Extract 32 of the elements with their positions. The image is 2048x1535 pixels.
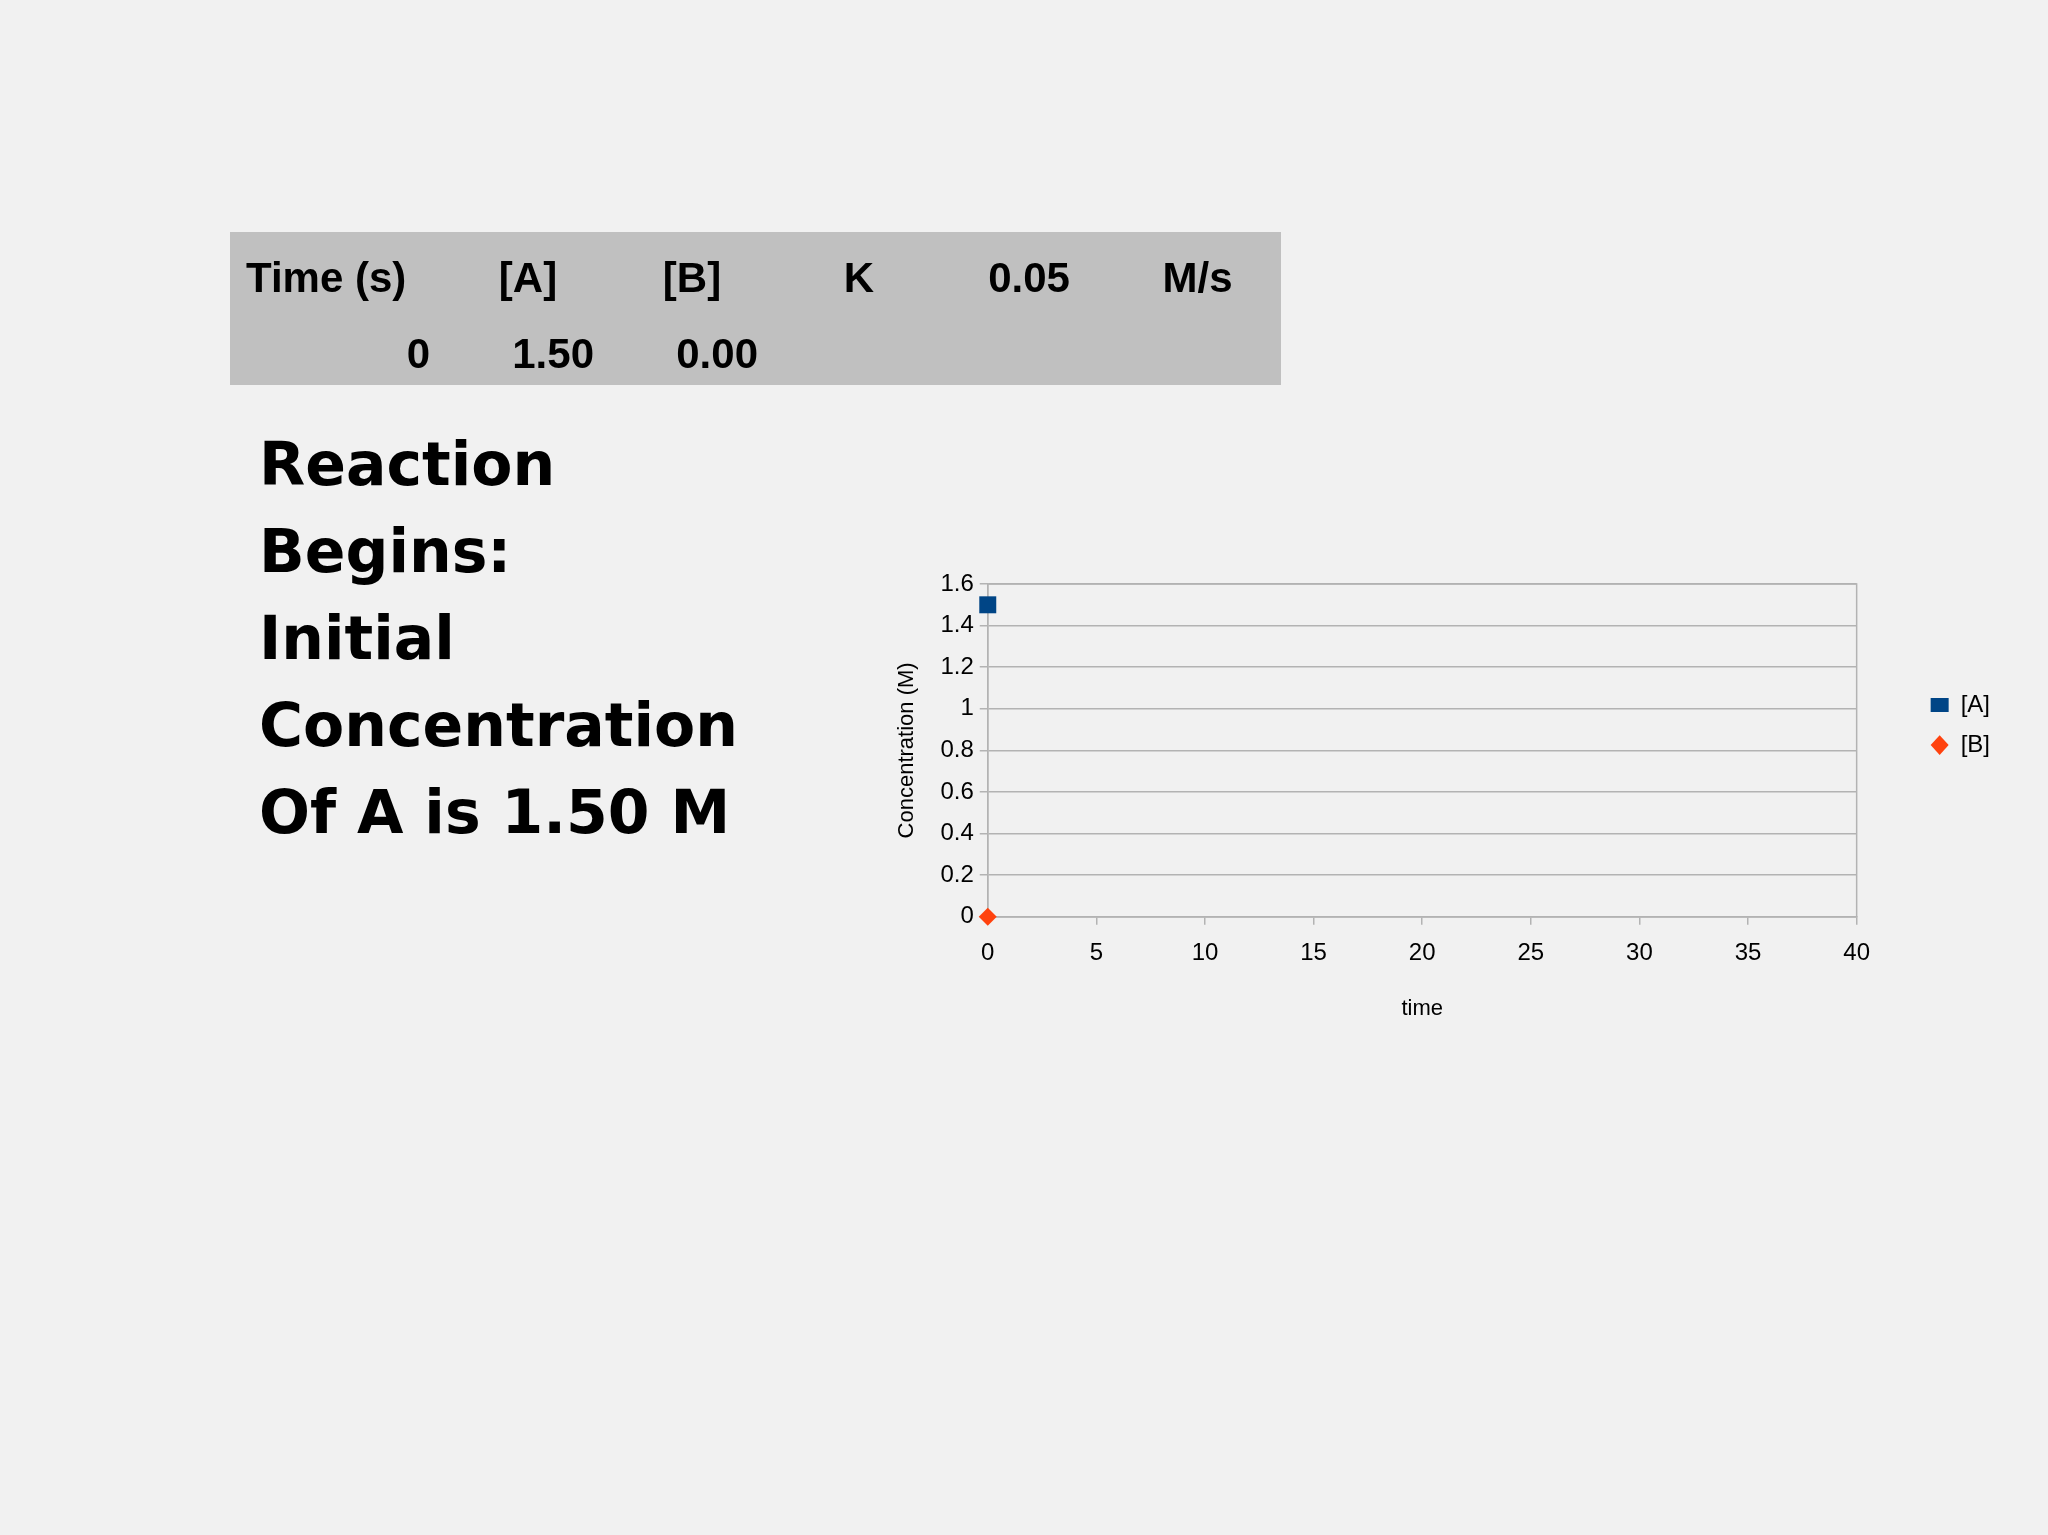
- x-tick-label: 40: [1843, 937, 1871, 965]
- legend-label: [B]: [1960, 729, 1990, 757]
- y-axis-title: Concentration (M): [893, 662, 919, 839]
- text: [B]: [661, 252, 723, 303]
- x-tick-label: 0: [981, 937, 995, 965]
- x-tick-label: 5: [1089, 937, 1104, 965]
- y-tick-label: 1.6: [940, 568, 974, 596]
- text: Reaction Begins: Initial Concentration Of A is 1.50 M: [259, 428, 739, 849]
- x-axis-title: time: [1401, 994, 1443, 1020]
- x-tick-label: 25: [1517, 937, 1545, 965]
- text: Time (s): [245, 252, 408, 303]
- text: K: [842, 252, 876, 303]
- y-tick-label: 0.4: [940, 818, 974, 846]
- y-tick-label: 0.2: [940, 859, 974, 887]
- text: 0: [405, 329, 431, 379]
- text: 1.50: [511, 329, 595, 379]
- x-tick-label: 20: [1408, 937, 1436, 965]
- x-tick-label: 30: [1626, 937, 1653, 965]
- y-tick-label: 1.2: [940, 651, 974, 679]
- y-tick-label: 1.4: [940, 610, 974, 638]
- x-tick-label: 15: [1300, 937, 1327, 965]
- y-tick-label: 0.6: [940, 776, 974, 804]
- y-tick-label: 1: [960, 693, 974, 721]
- x-tick-label: 10: [1191, 937, 1219, 965]
- text: 0.05: [987, 252, 1071, 303]
- text: M/s: [1161, 252, 1234, 303]
- text: [A]: [497, 252, 559, 303]
- x-tick-label: 35: [1734, 937, 1762, 965]
- y-tick-label: 0.8: [940, 735, 974, 763]
- text: 0.00: [675, 329, 759, 379]
- y-tick-label: 0: [960, 901, 974, 929]
- legend-label: [A]: [1960, 689, 1990, 717]
